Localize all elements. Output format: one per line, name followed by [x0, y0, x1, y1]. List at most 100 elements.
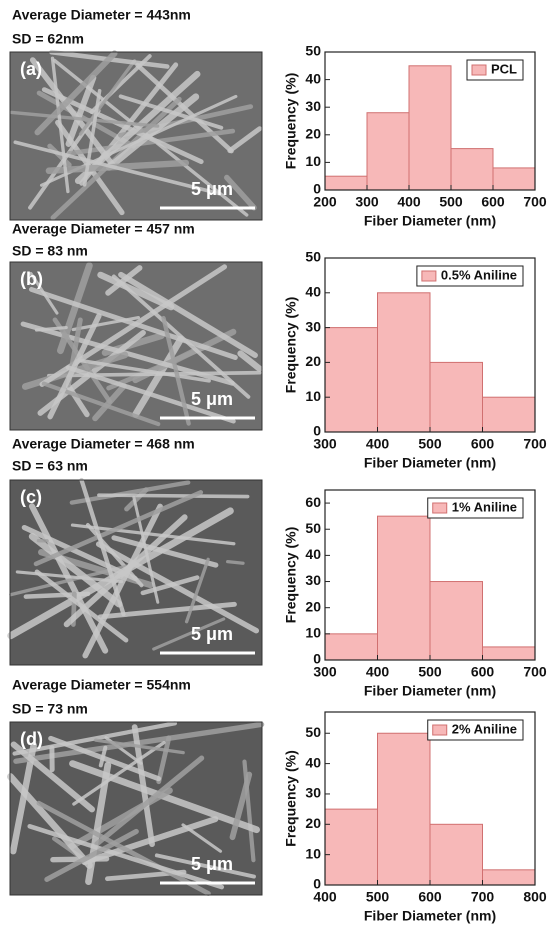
bar: [366, 112, 410, 191]
fiber: [229, 771, 253, 841]
x-tick-label: 300: [355, 194, 379, 210]
y-tick-label: 40: [305, 546, 321, 562]
x-tick-label: 400: [313, 889, 337, 905]
x-tick-label: 400: [397, 194, 421, 210]
fiber: [111, 274, 251, 399]
legend: 1% Aniline: [427, 497, 524, 519]
bar: [450, 148, 494, 191]
legend: 2% Aniline: [427, 719, 524, 741]
bar: [324, 633, 378, 661]
fiber: [50, 56, 70, 194]
border: [9, 261, 263, 431]
bar: [377, 732, 431, 886]
fiber: [70, 523, 236, 546]
fiber: [69, 480, 191, 505]
scale-text: 5 μm: [191, 179, 233, 199]
x-tick-label: 700: [523, 664, 547, 680]
sd-text: SD = 83 nm: [12, 243, 88, 259]
fiber: [15, 570, 124, 584]
sd-text: SD = 63 nm: [12, 458, 88, 474]
fiber: [97, 493, 250, 499]
fiber: [237, 350, 263, 372]
fiber: [27, 824, 225, 890]
bar: [482, 869, 536, 886]
legend: 0.5% Aniline: [416, 265, 524, 287]
fiber: [65, 365, 236, 424]
bar: [324, 808, 378, 886]
legend: PCL: [466, 59, 524, 81]
fiber: [6, 773, 93, 869]
x-tick-label: 700: [471, 889, 495, 905]
legend-label: 2% Aniline: [452, 721, 517, 736]
y-tick-label: 30: [305, 572, 321, 588]
bar: [324, 175, 368, 191]
x-axis-label: Fiber Diameter (nm): [364, 683, 496, 699]
fiber: [63, 514, 188, 628]
y-tick-label: 50: [305, 249, 321, 265]
x-tick-label: 700: [523, 194, 547, 210]
fiber: [94, 755, 205, 847]
fiber: [9, 741, 37, 855]
plot-frame: [324, 51, 536, 191]
average-diameter: Average Diameter = 554nm: [12, 677, 191, 693]
average-diameter: Average Diameter = 457 nm: [12, 221, 195, 237]
panel-label: (d): [20, 729, 43, 749]
fiber: [36, 800, 211, 896]
bar: [377, 292, 431, 433]
y-tick-label: 20: [305, 126, 321, 142]
x-tick-label: 600: [471, 436, 495, 452]
fiber: [161, 315, 191, 426]
fiber: [23, 591, 91, 599]
fiber: [118, 271, 258, 359]
x-tick-label: 500: [366, 889, 390, 905]
fiber: [97, 271, 175, 311]
fiber: [13, 140, 222, 196]
legend-swatch: [432, 502, 448, 514]
fiber: [29, 57, 117, 170]
fiber: [67, 128, 236, 156]
y-tick-label: 20: [305, 815, 321, 831]
bar: [429, 361, 483, 433]
y-tick-label: 10: [305, 845, 321, 861]
legend-swatch: [432, 724, 448, 736]
bar: [429, 823, 483, 886]
fiber: [111, 535, 219, 568]
x-axis-label: Fiber Diameter (nm): [364, 908, 496, 924]
legend-label: 0.5% Aniline: [441, 267, 517, 282]
fiber: [184, 557, 210, 624]
fiber: [48, 735, 162, 782]
legend-box: [416, 265, 524, 287]
y-tick-label: 10: [305, 625, 321, 641]
fiber: [21, 524, 138, 582]
legend-label: 1% Aniline: [452, 499, 517, 514]
border: [9, 51, 263, 221]
fiber: [118, 94, 224, 130]
y-tick-label: 10: [305, 388, 321, 404]
fiber: [79, 477, 126, 617]
fiber: [77, 358, 211, 383]
bar: [377, 515, 431, 661]
bar: [324, 327, 378, 433]
fiber: [28, 503, 109, 654]
scale-text: 5 μm: [191, 854, 233, 874]
x-tick-label: 300: [313, 436, 337, 452]
fiber: [71, 315, 141, 332]
x-tick-label: 500: [439, 194, 463, 210]
x-tick-label: 400: [366, 436, 390, 452]
y-tick-label: 30: [305, 785, 321, 801]
fiber: [44, 828, 139, 882]
fiber: [105, 93, 200, 171]
sd-text: SD = 62nm: [12, 31, 84, 47]
fiber: [34, 50, 118, 136]
fiber: [154, 853, 256, 879]
legend-swatch: [421, 270, 437, 282]
fiber: [227, 126, 263, 154]
fiber: [65, 383, 90, 418]
fiber: [105, 265, 143, 296]
bar: [492, 167, 536, 191]
x-tick-label: 200: [313, 194, 337, 210]
legend-label: PCL: [491, 61, 517, 76]
average-diameter: Average Diameter = 468 nm: [12, 436, 195, 452]
border: [9, 479, 263, 666]
